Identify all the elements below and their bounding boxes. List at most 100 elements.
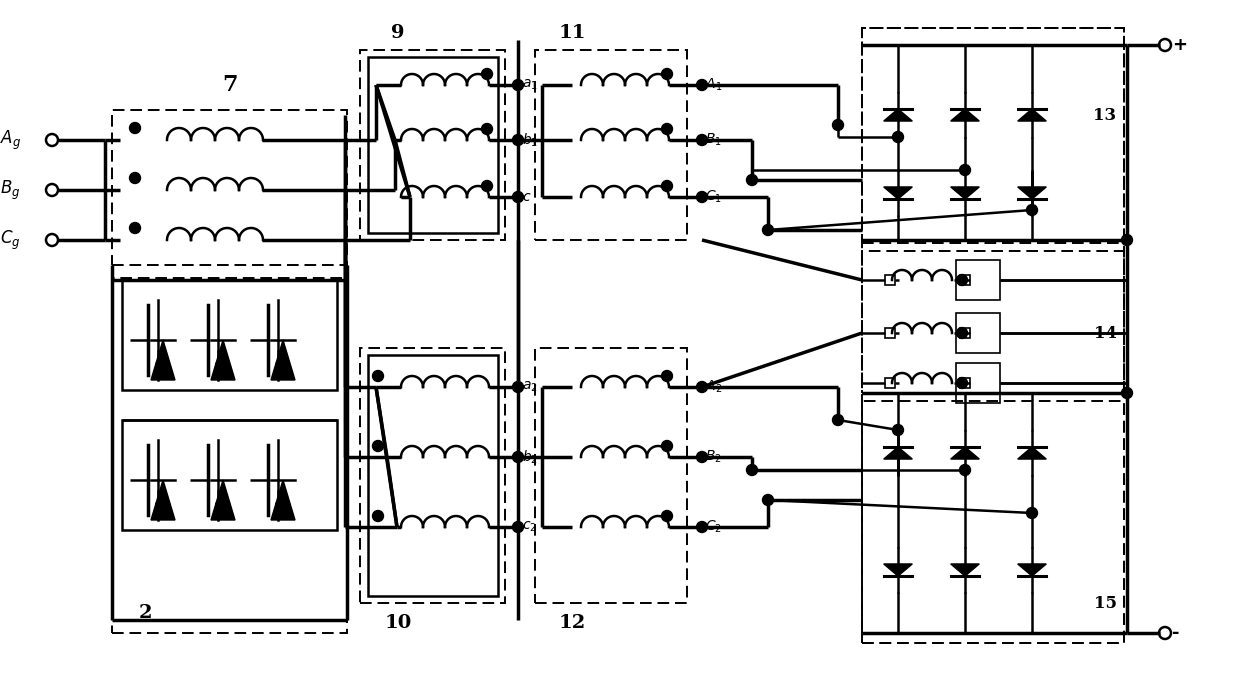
- Polygon shape: [883, 187, 912, 199]
- Circle shape: [696, 134, 707, 146]
- Circle shape: [747, 464, 757, 475]
- Circle shape: [482, 124, 492, 134]
- Circle shape: [892, 132, 903, 142]
- Bar: [535, 348, 686, 603]
- Bar: [121, 280, 337, 390]
- Text: 15: 15: [1094, 595, 1116, 612]
- Circle shape: [662, 124, 673, 134]
- Polygon shape: [151, 340, 175, 380]
- Bar: [112, 278, 347, 633]
- Text: 13: 13: [1094, 107, 1116, 124]
- Circle shape: [662, 441, 673, 452]
- Polygon shape: [1017, 187, 1046, 199]
- Bar: [112, 110, 347, 265]
- Polygon shape: [1017, 564, 1046, 576]
- Bar: [960, 328, 970, 338]
- Polygon shape: [271, 340, 295, 380]
- Text: $C_2$: $C_2$: [705, 519, 722, 535]
- Circle shape: [373, 371, 384, 381]
- Circle shape: [1121, 387, 1132, 398]
- Circle shape: [696, 381, 707, 392]
- Circle shape: [1121, 234, 1132, 246]
- Bar: [885, 328, 895, 338]
- Circle shape: [1026, 508, 1037, 518]
- Text: +: +: [1172, 36, 1187, 54]
- Circle shape: [957, 377, 968, 389]
- Bar: [957, 313, 1000, 353]
- Circle shape: [892, 425, 903, 435]
- Text: 7: 7: [222, 74, 238, 96]
- Polygon shape: [883, 109, 912, 121]
- Circle shape: [373, 510, 384, 522]
- Polygon shape: [883, 564, 912, 576]
- Circle shape: [696, 452, 707, 462]
- Circle shape: [662, 68, 673, 80]
- Text: $a_2$: $a_2$: [522, 380, 538, 394]
- Text: $B_1$: $B_1$: [705, 132, 722, 148]
- Polygon shape: [1017, 109, 1046, 121]
- Circle shape: [696, 192, 707, 202]
- Polygon shape: [211, 340, 235, 380]
- Text: 11: 11: [559, 24, 586, 42]
- Circle shape: [513, 192, 524, 202]
- Text: $A_1$: $A_1$: [705, 77, 722, 93]
- Polygon shape: [1017, 447, 1046, 459]
- Circle shape: [482, 68, 492, 80]
- Text: $a_1$: $a_1$: [522, 78, 538, 92]
- Text: 12: 12: [559, 614, 586, 632]
- Text: $A_2$: $A_2$: [705, 379, 722, 395]
- Circle shape: [762, 495, 773, 506]
- Circle shape: [373, 441, 384, 452]
- Text: $b_1$: $b_1$: [522, 132, 538, 148]
- Circle shape: [513, 381, 524, 392]
- Polygon shape: [950, 564, 979, 576]
- Polygon shape: [950, 109, 979, 121]
- Bar: [862, 251, 1124, 393]
- Circle shape: [513, 452, 524, 462]
- Circle shape: [833, 414, 844, 425]
- Circle shape: [482, 180, 492, 192]
- Bar: [368, 355, 498, 596]
- Circle shape: [957, 275, 968, 286]
- Text: $C_1$: $C_1$: [705, 189, 722, 205]
- Circle shape: [959, 165, 970, 176]
- Text: $C_g$: $C_g$: [0, 228, 21, 252]
- Bar: [957, 363, 1000, 403]
- Text: $B_g$: $B_g$: [0, 178, 20, 202]
- Bar: [960, 378, 970, 388]
- Circle shape: [833, 119, 844, 130]
- Circle shape: [513, 522, 524, 533]
- Bar: [957, 260, 1000, 300]
- Bar: [885, 275, 895, 285]
- Text: $A_g$: $A_g$: [0, 128, 21, 152]
- Polygon shape: [883, 447, 912, 459]
- Circle shape: [662, 180, 673, 192]
- Text: $b_2$: $b_2$: [522, 448, 538, 466]
- Circle shape: [662, 371, 673, 381]
- Text: 2: 2: [139, 604, 151, 622]
- Bar: [862, 401, 1124, 643]
- Polygon shape: [271, 480, 295, 520]
- Bar: [960, 275, 970, 285]
- Circle shape: [513, 80, 524, 90]
- Polygon shape: [211, 480, 235, 520]
- Circle shape: [130, 122, 140, 134]
- Bar: [121, 420, 337, 530]
- Circle shape: [513, 134, 524, 146]
- Polygon shape: [950, 187, 979, 199]
- Text: $c$: $c$: [522, 190, 532, 204]
- Bar: [862, 28, 1124, 643]
- Text: 14: 14: [1094, 325, 1116, 342]
- Polygon shape: [950, 447, 979, 459]
- Text: -: -: [1172, 624, 1180, 642]
- Text: $B_2$: $B_2$: [705, 449, 722, 465]
- Bar: [885, 378, 895, 388]
- Circle shape: [130, 223, 140, 234]
- Circle shape: [959, 464, 970, 475]
- Bar: [862, 28, 1124, 243]
- Circle shape: [696, 80, 707, 90]
- Bar: [535, 50, 686, 240]
- Text: 10: 10: [384, 614, 411, 632]
- Bar: [361, 348, 506, 603]
- Circle shape: [747, 175, 757, 186]
